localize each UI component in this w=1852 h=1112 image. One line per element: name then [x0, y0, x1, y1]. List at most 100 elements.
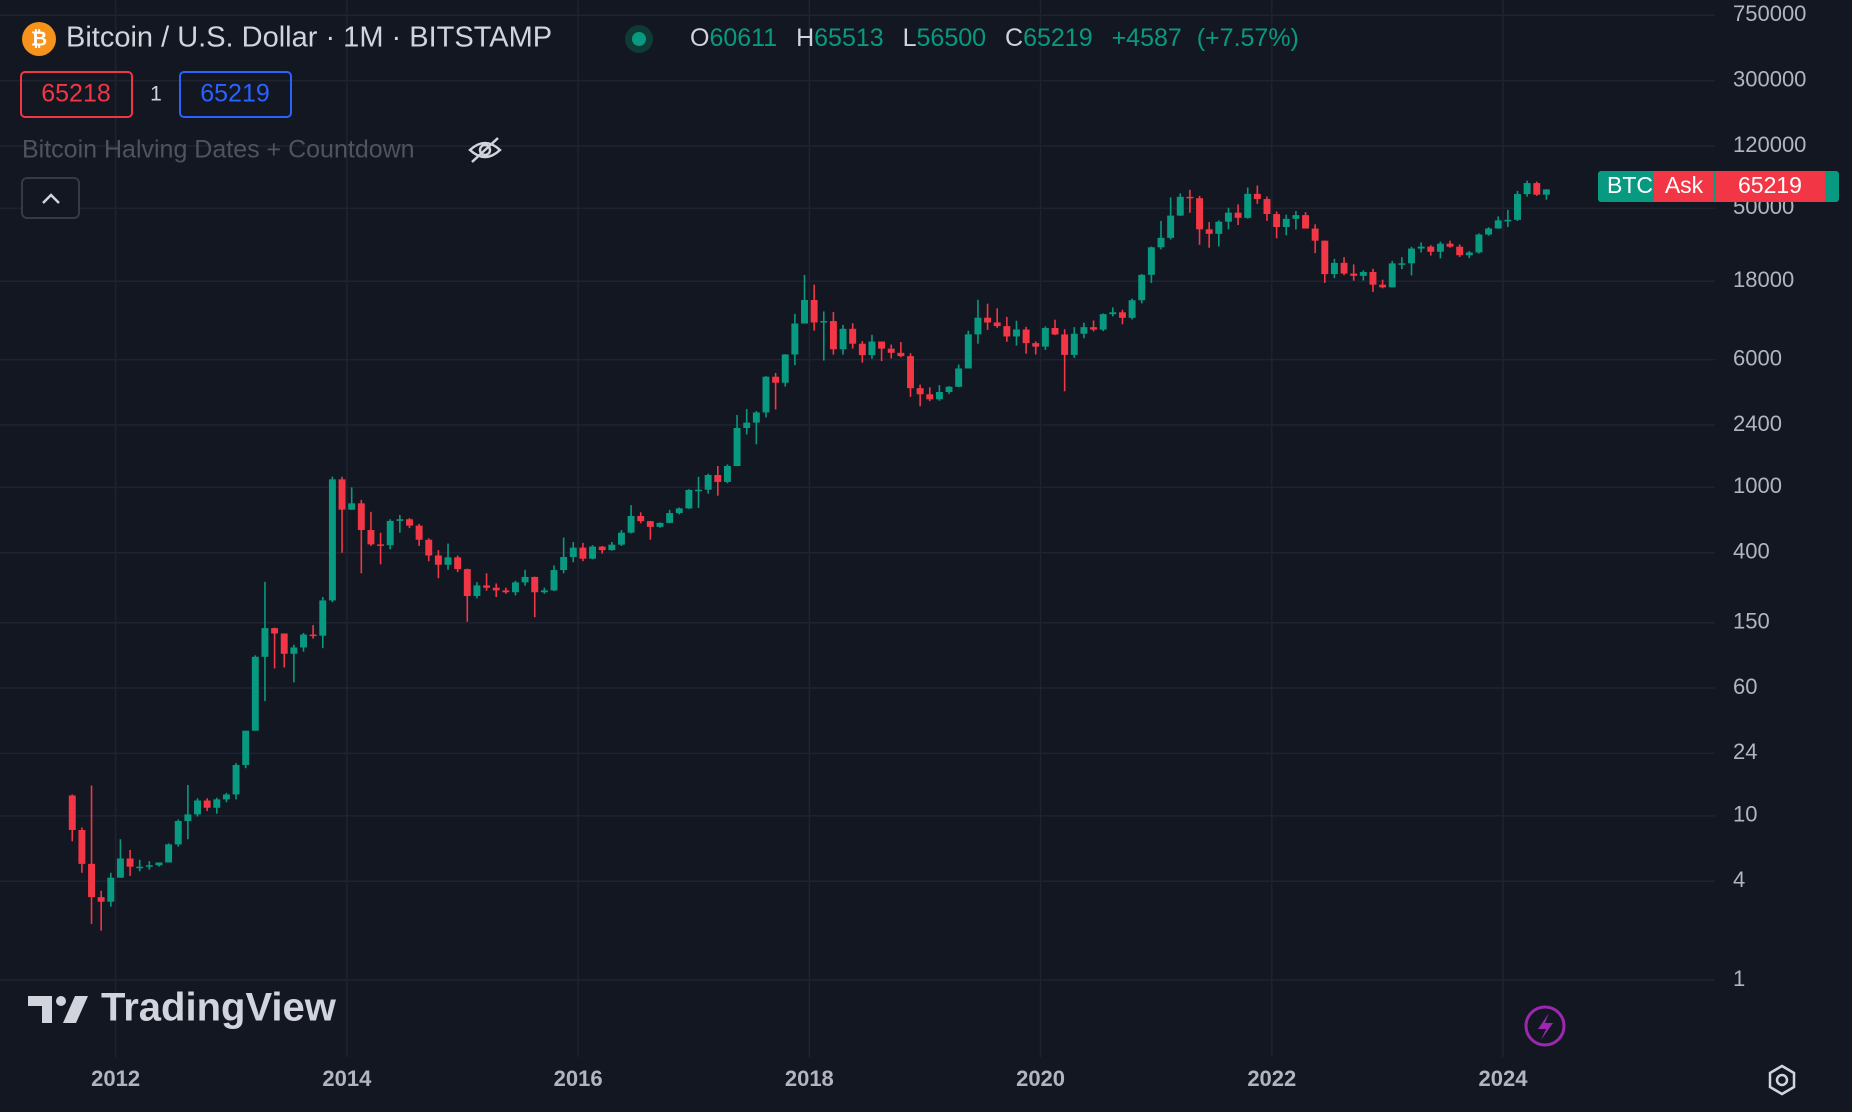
candle-body [926, 394, 934, 400]
candle-body [1070, 333, 1078, 355]
candle-body [550, 570, 558, 591]
candle-body [704, 474, 712, 490]
change: +4587 [1112, 24, 1182, 52]
candle-body [685, 489, 693, 509]
candle-body [1292, 215, 1300, 219]
sell-button[interactable] [20, 71, 133, 118]
change-pct: (+7.57%) [1197, 24, 1299, 52]
candle-body [1051, 327, 1059, 335]
y-tick-label: 4 [1733, 867, 1745, 892]
candle-body [1215, 221, 1223, 234]
logo-mark-3 [63, 996, 88, 1023]
candle-body [1090, 327, 1098, 330]
candle-body [348, 503, 356, 510]
candle-body [974, 317, 982, 335]
buy-button[interactable] [179, 71, 292, 118]
candle-body [232, 764, 240, 795]
candle-body [608, 544, 616, 551]
hide-indicator-icon[interactable] [468, 137, 502, 163]
candle-body [194, 800, 201, 815]
candle-body [309, 634, 317, 637]
candle-body [637, 515, 645, 522]
ohlc-label: C [1005, 24, 1023, 52]
lightning-button[interactable] [1524, 1005, 1566, 1047]
candle-body [184, 814, 192, 822]
price-tag-price-bg [1715, 171, 1825, 202]
candle-body [107, 877, 115, 902]
candle-body [1196, 198, 1204, 230]
settings-hex [1768, 1064, 1796, 1096]
candle-body [1244, 193, 1252, 218]
y-tick-label: 120000 [1733, 132, 1806, 157]
x-tick-label: 2020 [1016, 1066, 1065, 1091]
candle-body [434, 555, 442, 565]
candle-body [1263, 199, 1271, 215]
candle-body [887, 348, 895, 353]
collapse-button[interactable] [21, 177, 80, 219]
ask-price[interactable]: 65219 [200, 80, 270, 108]
candle-body [1061, 334, 1069, 355]
price-tag-side: Ask [1665, 172, 1704, 198]
candle-body [1456, 246, 1464, 256]
candle-body [502, 590, 510, 593]
candle-body [367, 530, 375, 545]
candle-body [1504, 219, 1512, 222]
candle-body [810, 299, 818, 323]
y-tick-label: 300000 [1733, 66, 1806, 91]
candle-body [1253, 193, 1261, 200]
candle-body [762, 376, 770, 413]
candle-body [126, 858, 134, 867]
bid-price[interactable]: 65218 [41, 80, 111, 108]
candle-body [839, 328, 847, 350]
x-tick-label: 2014 [322, 1066, 372, 1091]
candle-body [723, 466, 731, 482]
candle-body [935, 392, 943, 400]
lightning-glyph [1538, 1013, 1553, 1040]
candle-body [319, 600, 327, 636]
candle-body [1321, 240, 1329, 275]
candle-body [1282, 218, 1290, 228]
candle-body [627, 515, 635, 533]
candle-body [1311, 228, 1319, 241]
candle-body [155, 862, 163, 866]
y-tick-label: 24 [1733, 739, 1757, 764]
settings-core [1775, 1073, 1789, 1087]
candle-body [907, 356, 914, 389]
candle-body [1109, 312, 1117, 315]
watermark: TradingView [101, 986, 337, 1030]
candle-body [829, 321, 837, 350]
candle-body [772, 376, 780, 383]
ohlc-value: 65513 [814, 24, 884, 52]
candle-body [743, 422, 751, 429]
candle-body [271, 628, 279, 634]
candle-body [714, 474, 722, 482]
candle-body [1350, 273, 1358, 276]
candle-body [1099, 314, 1107, 330]
candle-body [251, 656, 259, 731]
candle-body [531, 576, 539, 593]
candle-body [1485, 228, 1493, 235]
overlay: ₿ Bitcoin / U.S. Dollar · 1M · BITSTAMP … [20, 22, 1839, 1096]
candle-body [136, 866, 144, 869]
candle-body [174, 821, 182, 845]
candle-body [1475, 234, 1483, 253]
candle-body [791, 323, 799, 355]
candle-body [1408, 248, 1415, 264]
x-tick-label: 2018 [785, 1066, 834, 1091]
candle-body [579, 547, 587, 559]
candle-body [1398, 263, 1406, 265]
candle-body [444, 557, 452, 565]
settings-button[interactable] [1768, 1064, 1796, 1096]
candle-body [1176, 196, 1184, 216]
candle-body [1340, 262, 1348, 274]
eye-strike [471, 137, 499, 163]
candle-body [454, 557, 462, 570]
candle-body [1514, 194, 1521, 220]
candles [68, 180, 1550, 931]
candle-body [1330, 262, 1338, 275]
y-tick-label: 10 [1733, 802, 1757, 827]
candle-body [213, 799, 221, 808]
candle-body [88, 863, 95, 898]
candle-body [666, 513, 674, 523]
